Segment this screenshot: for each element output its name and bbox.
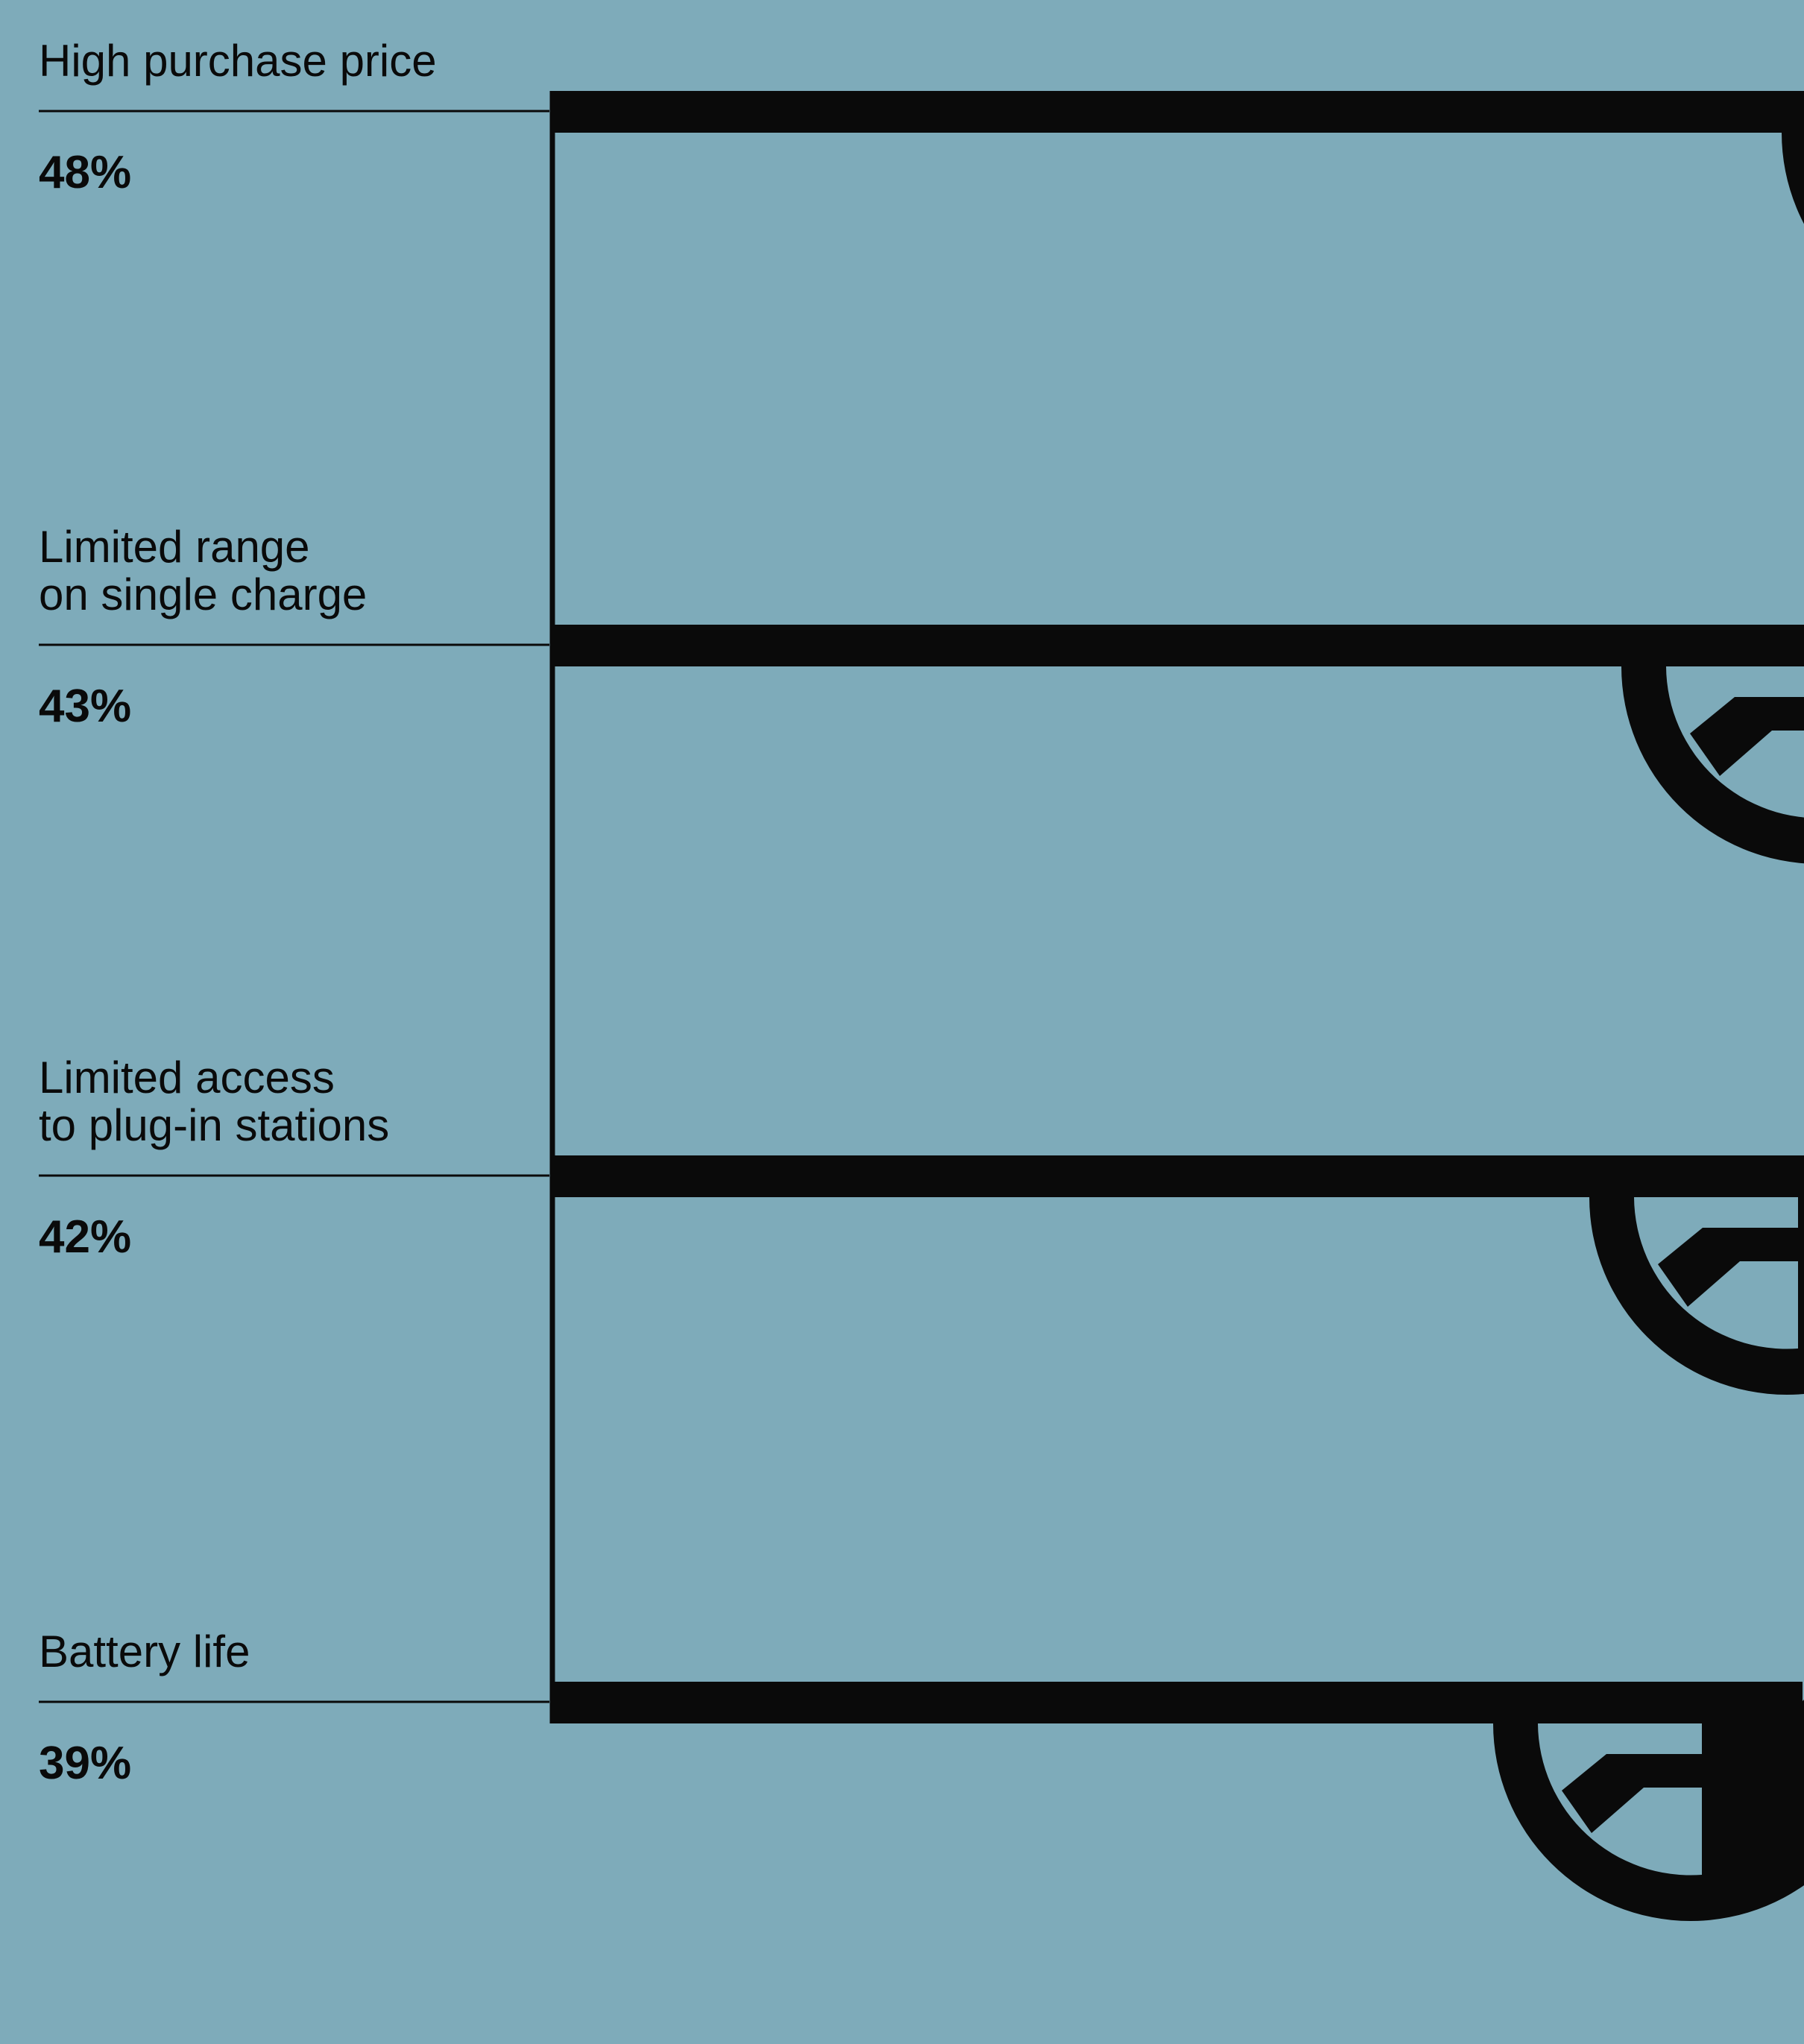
nozzle-trigger xyxy=(1562,1754,1703,1833)
category-label: to plug-in stations xyxy=(39,1100,389,1150)
bar xyxy=(552,625,1804,666)
category-label: Battery life xyxy=(39,1627,250,1676)
nozzle-guard xyxy=(1493,1722,1804,1921)
category-label: Limited access xyxy=(39,1053,335,1103)
nozzle-guard xyxy=(1621,665,1804,864)
value-label: 48% xyxy=(39,147,131,198)
value-label: 39% xyxy=(39,1738,131,1789)
fuel-nozzle-icon xyxy=(1621,665,1804,864)
category-label: High purchase price xyxy=(39,36,437,86)
bar xyxy=(552,1155,1804,1197)
nozzle-trigger xyxy=(1690,697,1804,776)
nozzle-guard xyxy=(1589,1196,1804,1395)
category-label: Limited range xyxy=(39,522,310,572)
bar xyxy=(552,91,1804,133)
row-high-purchase-price: High purchase price 48% xyxy=(39,36,1804,224)
category-label: on single charge xyxy=(39,570,367,619)
fuel-nozzle-icon xyxy=(1493,1700,1804,1921)
nozzle-trigger xyxy=(1658,1228,1799,1307)
nozzle-guard xyxy=(1782,131,1804,224)
fuel-nozzle-icon xyxy=(1782,131,1804,224)
row-battery-life: Battery life 39% xyxy=(39,1627,1804,1921)
fuel-nozzle-icon xyxy=(1589,1196,1804,1395)
value-label: 42% xyxy=(39,1211,131,1263)
value-label: 43% xyxy=(39,681,131,732)
bar xyxy=(552,1682,1803,1723)
